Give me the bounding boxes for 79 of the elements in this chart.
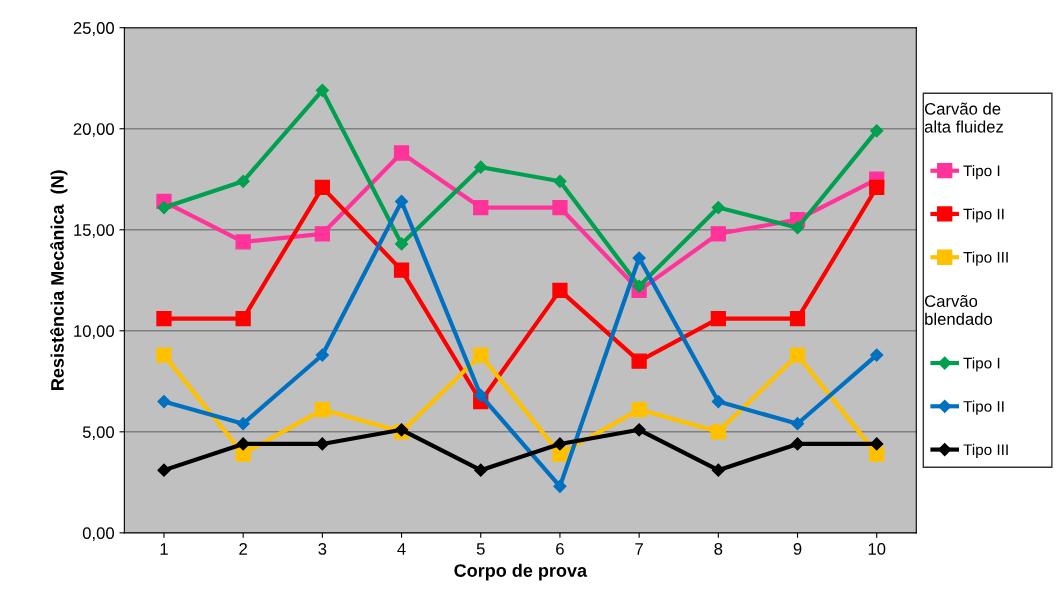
y-tick-label: 20,00 [73,123,114,137]
point [156,347,172,363]
point [394,194,409,209]
legend-label: Tipo III [963,443,1008,459]
x-tick-label: 8 [714,543,723,555]
point [314,401,330,418]
point [631,353,647,369]
point [789,347,806,363]
point [790,221,805,235]
x-tick-label: 3 [318,543,327,555]
point [474,388,488,403]
point [314,179,330,195]
point [870,124,884,138]
point [315,437,329,451]
point [711,394,725,409]
point [553,174,567,188]
point [632,251,646,265]
legend-label: Tipo I [963,164,1000,180]
legend-label: Tipo II [963,208,1004,223]
point [789,311,806,327]
point [236,437,250,451]
legend-label: Tipo I [963,357,1000,372]
point [236,417,250,431]
point [315,348,329,362]
y-tick-label: 10,00 [74,325,114,339]
point [393,262,410,278]
point [474,160,488,174]
x-tick-label: 9 [793,543,802,555]
point [157,200,171,215]
y-tick-label: 0,00 [82,527,114,542]
x-tick-label: 4 [397,543,406,555]
point [236,174,250,188]
point [473,347,489,363]
point [790,437,805,451]
y-axis-title: Resistência Mecânica (N) [50,170,68,390]
x-axis-title: Corpo de prova [454,563,588,581]
x-tick-label: 10 [868,543,886,555]
point [474,463,488,477]
text: Carvão de alta fluidez [924,102,1003,133]
point [393,145,410,161]
y-tick-label: 15,00 [74,224,114,238]
point [790,417,805,431]
x-tick-label: 2 [239,543,247,555]
point [553,437,567,451]
point [156,311,172,327]
x-tick-label: 5 [476,543,485,555]
y-tick-label: 25,00 [73,22,114,36]
legend-label: Tipo II [963,400,1004,415]
point [632,423,646,437]
x-tick-label: 7 [635,543,643,555]
text: Carvão blendado [925,294,993,325]
y-tick-label: 5,00 [82,426,114,440]
point [314,226,330,242]
point [711,200,725,215]
point [235,446,251,462]
legend-label: Tipo III [963,251,1008,266]
point [710,311,726,327]
point [473,199,489,216]
point [870,348,884,362]
point [394,237,409,251]
point [315,83,329,97]
point [632,279,646,293]
point [235,311,251,327]
point [552,446,568,462]
point [869,179,885,195]
x-tick-label: 1 [160,543,168,555]
point [869,446,885,462]
point [235,234,251,250]
point [870,437,884,451]
point [711,463,725,477]
point [157,463,171,477]
point [157,394,171,409]
x-tick-label: 6 [556,543,564,555]
point [552,199,568,216]
point [553,479,567,493]
point [710,424,726,440]
point [631,401,647,418]
point [710,226,726,242]
point [552,282,568,299]
